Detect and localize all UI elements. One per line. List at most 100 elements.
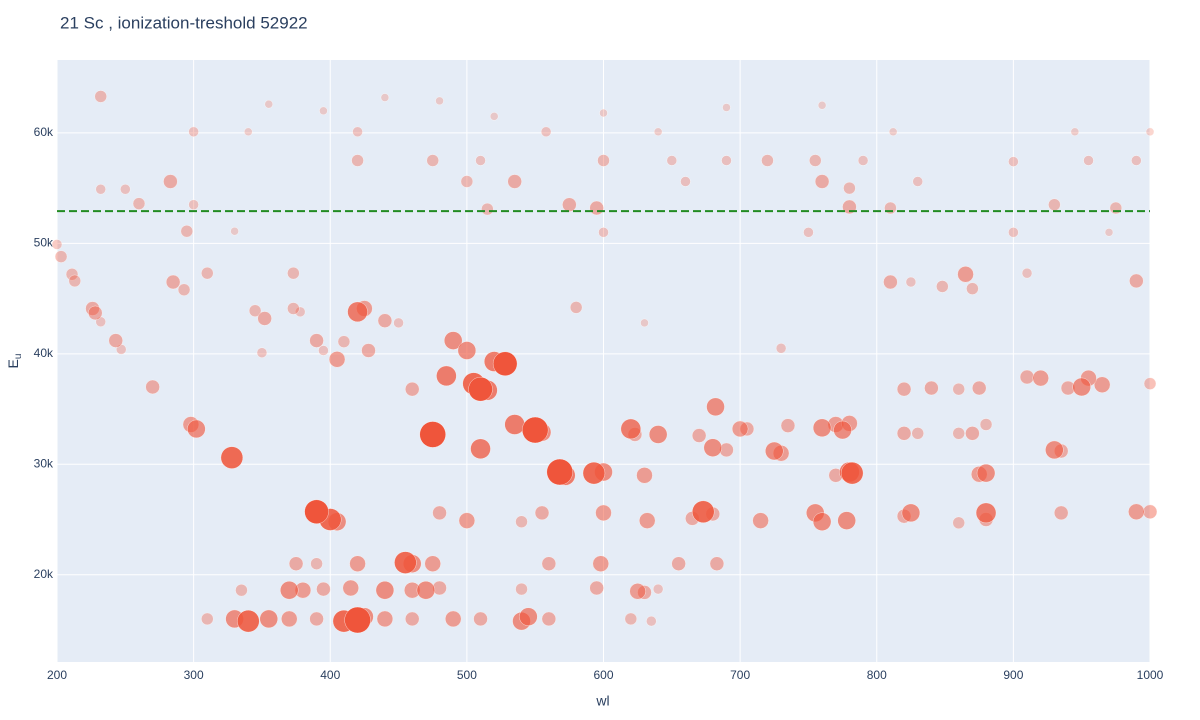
point [281, 610, 298, 628]
point [812, 512, 832, 531]
point [589, 580, 604, 596]
point [597, 154, 610, 167]
point [319, 106, 328, 116]
point [201, 266, 214, 280]
point [519, 607, 538, 626]
point [424, 555, 441, 572]
point [230, 226, 239, 236]
x-tick-label: 600 [593, 668, 613, 682]
y-axis-title-main: E [5, 359, 21, 368]
point [426, 154, 439, 167]
point [809, 154, 822, 167]
y-tick-label: 40k [34, 346, 54, 360]
point [65, 268, 79, 281]
point [294, 306, 306, 318]
point [347, 301, 368, 323]
point [971, 380, 987, 396]
x-tick-label: 200 [47, 668, 67, 682]
point [344, 606, 371, 634]
point [911, 427, 924, 440]
point [901, 503, 921, 523]
point [352, 126, 363, 138]
point [952, 516, 965, 530]
point [541, 611, 557, 627]
point [375, 580, 395, 600]
point [457, 341, 477, 360]
point [475, 155, 486, 166]
point [237, 609, 260, 633]
point [280, 580, 299, 600]
point [546, 458, 574, 486]
point [965, 426, 980, 441]
chart-title: 21 Sc , ionization-treshold 52922 [60, 13, 308, 32]
point [94, 90, 107, 103]
point [1070, 127, 1080, 137]
point [51, 239, 63, 250]
y-tick-label: 20k [34, 567, 54, 581]
point [507, 174, 522, 189]
point [404, 381, 420, 397]
point [318, 345, 329, 356]
point [1129, 273, 1144, 289]
point [589, 200, 604, 216]
point [780, 418, 796, 433]
point [905, 276, 917, 288]
point [691, 428, 707, 443]
point [460, 175, 474, 188]
point [244, 127, 253, 137]
point [1093, 376, 1111, 393]
point [957, 266, 974, 283]
point [765, 441, 784, 461]
point [833, 420, 852, 440]
point [188, 126, 199, 138]
point [595, 504, 612, 522]
x-tick-label: 400 [320, 668, 340, 682]
point [912, 176, 923, 187]
point [443, 331, 463, 350]
point [377, 313, 393, 328]
point [1008, 156, 1019, 167]
point [235, 583, 248, 597]
point [582, 461, 606, 485]
point [419, 421, 446, 448]
point [220, 446, 244, 469]
point [924, 380, 939, 396]
point [163, 174, 178, 189]
point [646, 615, 657, 627]
point [975, 502, 997, 524]
point [1032, 369, 1049, 387]
point [857, 155, 869, 166]
point [310, 557, 323, 570]
point [95, 183, 106, 195]
point [1143, 377, 1157, 390]
point [703, 438, 723, 457]
x-tick-label: 1000 [1137, 668, 1164, 682]
point [444, 610, 462, 628]
point [1072, 377, 1091, 397]
point [145, 379, 160, 395]
point [722, 103, 731, 112]
y-axis-title-sub: u [13, 354, 24, 360]
x-tick-label: 800 [867, 668, 887, 682]
y-axis-title: Eu [5, 354, 24, 369]
point [884, 201, 897, 215]
point [1048, 198, 1061, 211]
point [1019, 369, 1035, 385]
point [691, 500, 715, 524]
point [620, 418, 642, 440]
point [1083, 155, 1094, 166]
point [1128, 503, 1145, 521]
point [1109, 201, 1123, 215]
point [85, 301, 100, 316]
point [288, 556, 304, 571]
point [515, 515, 528, 528]
point [287, 266, 300, 280]
point [1053, 505, 1069, 521]
point [304, 499, 329, 525]
point [435, 96, 444, 106]
point [54, 250, 68, 263]
point [416, 580, 436, 600]
point [68, 274, 82, 288]
